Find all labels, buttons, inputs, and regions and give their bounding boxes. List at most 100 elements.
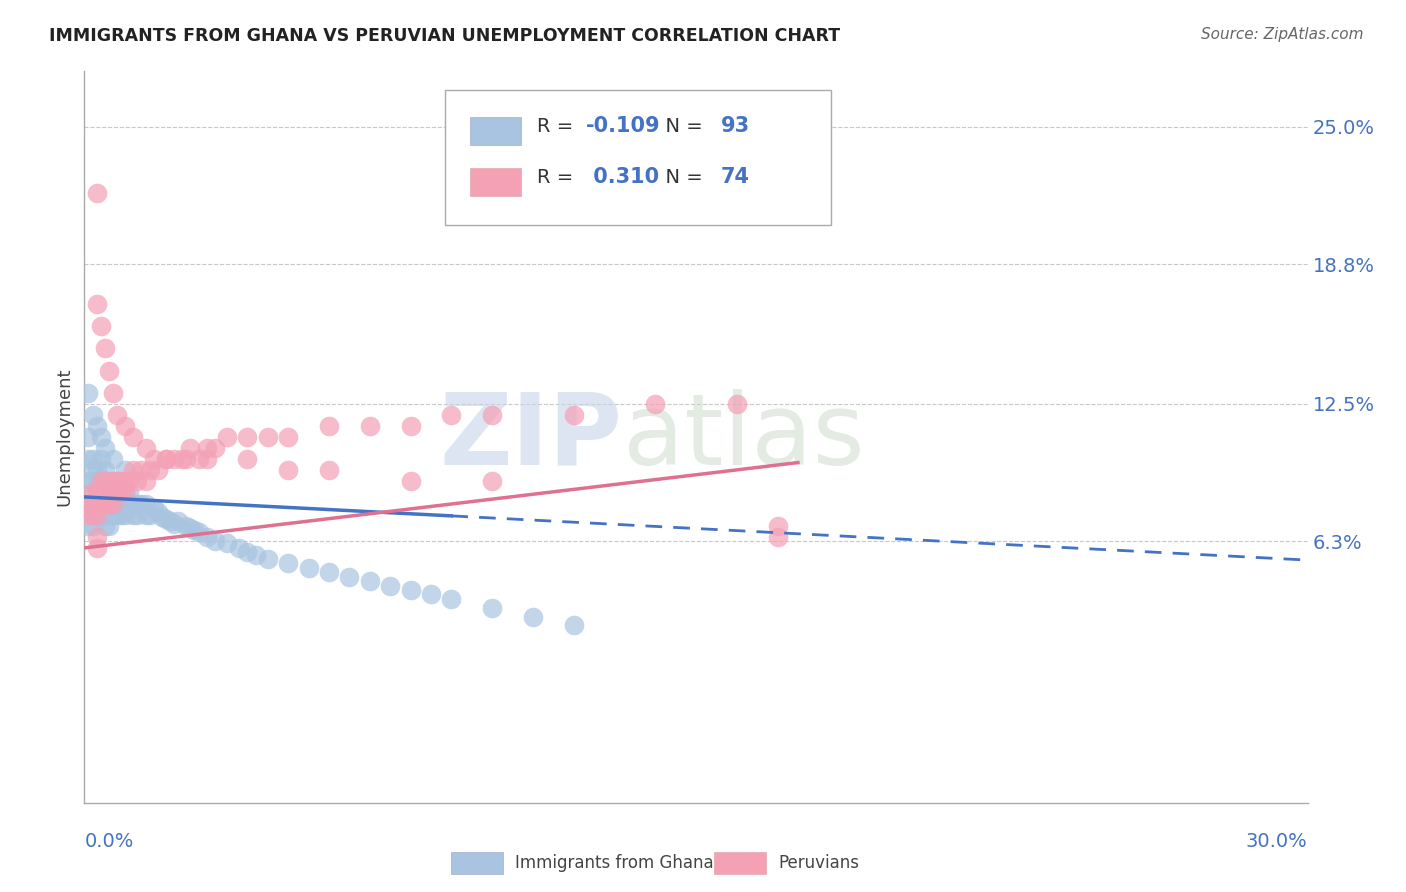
Point	[174, 452, 197, 467]
Point	[97, 485, 120, 500]
Point	[204, 534, 226, 549]
Point	[183, 523, 205, 537]
Point	[90, 497, 112, 511]
Point	[122, 508, 145, 522]
Point	[97, 485, 120, 500]
Point	[522, 609, 544, 624]
Point	[127, 475, 149, 489]
Point	[90, 485, 112, 500]
Point	[105, 497, 128, 511]
Point	[105, 475, 128, 489]
Point	[97, 363, 120, 377]
Text: 93: 93	[720, 116, 749, 136]
Point	[114, 508, 136, 522]
Point	[97, 497, 120, 511]
Point	[101, 485, 124, 500]
Text: Peruvians: Peruvians	[778, 854, 859, 871]
Text: Immigrants from Ghana: Immigrants from Ghana	[515, 854, 714, 871]
Point	[90, 430, 112, 444]
Point	[93, 463, 115, 477]
Point	[562, 408, 585, 422]
Point	[236, 430, 259, 444]
Point	[110, 508, 132, 522]
Point	[257, 552, 280, 566]
Point	[399, 475, 422, 489]
Point	[339, 570, 361, 584]
Point	[142, 452, 165, 467]
Y-axis label: Unemployment: Unemployment	[55, 368, 73, 507]
Point	[159, 514, 181, 528]
Point	[146, 463, 169, 477]
Point	[420, 587, 443, 601]
Point	[82, 463, 104, 477]
Point	[86, 475, 108, 489]
Point	[481, 475, 503, 489]
Point	[77, 497, 100, 511]
Point	[138, 463, 160, 477]
Point	[82, 485, 104, 500]
Point	[90, 508, 112, 522]
Point	[318, 566, 340, 580]
Point	[101, 497, 124, 511]
Point	[86, 508, 108, 522]
Point	[105, 508, 128, 522]
Point	[179, 441, 201, 455]
Point	[86, 463, 108, 477]
Point	[135, 475, 157, 489]
Point	[155, 452, 177, 467]
Point	[110, 475, 132, 489]
Point	[93, 497, 115, 511]
Point	[217, 430, 239, 444]
Point	[440, 591, 463, 606]
Point	[86, 530, 108, 544]
Point	[86, 419, 108, 434]
Point	[359, 419, 381, 434]
Point	[77, 452, 100, 467]
Point	[114, 463, 136, 477]
Text: Source: ZipAtlas.com: Source: ZipAtlas.com	[1201, 27, 1364, 42]
Point	[562, 618, 585, 632]
Point	[122, 463, 145, 477]
Text: 30.0%: 30.0%	[1246, 832, 1308, 851]
Point	[93, 497, 115, 511]
FancyBboxPatch shape	[446, 90, 831, 225]
Point	[86, 297, 108, 311]
Point	[644, 397, 666, 411]
Point	[90, 452, 112, 467]
Point	[101, 497, 124, 511]
Point	[135, 508, 157, 522]
Point	[86, 497, 108, 511]
Point	[766, 530, 789, 544]
Point	[174, 518, 197, 533]
Point	[97, 475, 120, 489]
Point	[204, 441, 226, 455]
Point	[127, 497, 149, 511]
Point	[131, 497, 153, 511]
Point	[93, 485, 115, 500]
Point	[440, 408, 463, 422]
Point	[179, 521, 201, 535]
Point	[318, 419, 340, 434]
Point	[245, 548, 267, 562]
Point	[118, 485, 141, 500]
Point	[97, 518, 120, 533]
Point	[86, 485, 108, 500]
Point	[277, 430, 299, 444]
Point	[399, 419, 422, 434]
Point	[127, 508, 149, 522]
Point	[82, 497, 104, 511]
Point	[86, 497, 108, 511]
Point	[195, 441, 218, 455]
Point	[481, 600, 503, 615]
Point	[277, 557, 299, 571]
Point	[97, 497, 120, 511]
Point	[228, 541, 250, 555]
Point	[101, 475, 124, 489]
FancyBboxPatch shape	[451, 852, 503, 874]
Point	[77, 475, 100, 489]
Point	[77, 385, 100, 400]
Point	[105, 485, 128, 500]
Point	[90, 497, 112, 511]
Text: -0.109: -0.109	[586, 116, 661, 136]
Point	[110, 497, 132, 511]
